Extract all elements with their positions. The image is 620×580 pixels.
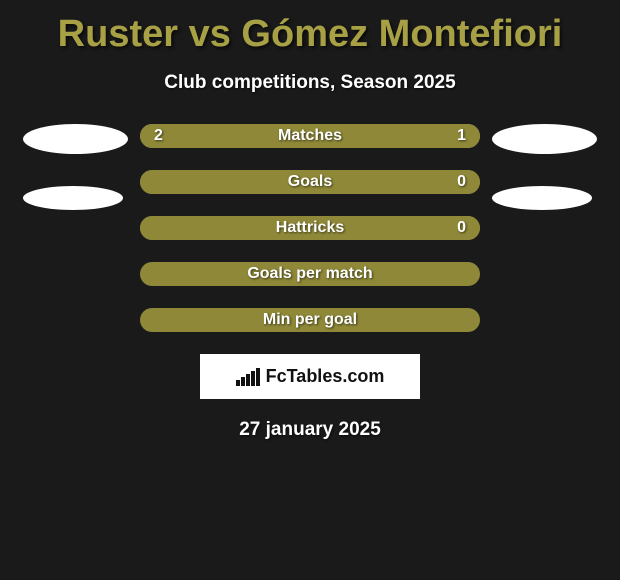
- stats-area: 2 Matches 1 Goals 0 Hattricks 0 Goals per match…: [0, 124, 620, 332]
- stat-bar-min-per-goal: Min per goal: [140, 308, 480, 332]
- bar-value-left: 2: [154, 127, 163, 145]
- date-text: 27 january 2025: [0, 419, 620, 441]
- stat-bar-hattricks: Hattricks 0: [140, 216, 480, 240]
- bar-value-right: 0: [457, 173, 466, 191]
- stat-bar-goals: Goals 0: [140, 170, 480, 194]
- player-portrait-right-1: [492, 124, 597, 154]
- bar-label: Matches: [278, 127, 342, 145]
- brand-box: FcTables.com: [200, 354, 420, 399]
- bar-label: Goals: [288, 173, 332, 191]
- bar-label: Min per goal: [263, 311, 357, 329]
- player-portrait-left-1: [23, 124, 128, 154]
- bar-label: Hattricks: [276, 219, 344, 237]
- left-portraits: [23, 124, 128, 210]
- player-portrait-right-2: [492, 186, 592, 210]
- subtitle: Club competitions, Season 2025: [0, 72, 620, 94]
- bar-value-right: 1: [457, 127, 466, 145]
- brand-chart-icon: [236, 368, 260, 386]
- player-portrait-left-2: [23, 186, 123, 210]
- brand-text: FcTables.com: [266, 366, 385, 387]
- comparison-container: Ruster vs Gómez Montefiori Club competit…: [0, 0, 620, 446]
- page-title: Ruster vs Gómez Montefiori: [0, 5, 620, 64]
- stat-bar-goals-per-match: Goals per match: [140, 262, 480, 286]
- bar-value-right: 0: [457, 219, 466, 237]
- stat-bar-matches: 2 Matches 1: [140, 124, 480, 148]
- right-portraits: [492, 124, 597, 210]
- stats-bars: 2 Matches 1 Goals 0 Hattricks 0 Goals per match…: [140, 124, 480, 332]
- bar-label: Goals per match: [247, 265, 372, 283]
